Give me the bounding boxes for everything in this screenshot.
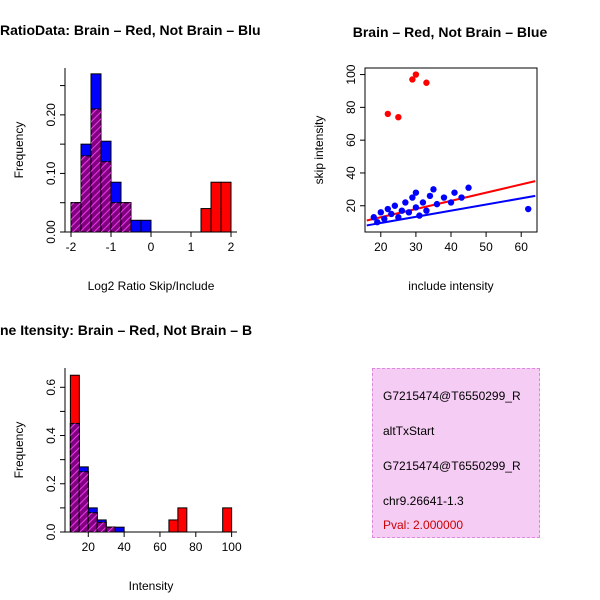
svg-text:include intensity: include intensity	[408, 279, 493, 293]
svg-text:-2: -2	[66, 240, 77, 254]
svg-text:60: 60	[515, 240, 529, 254]
info-box: G7215474@T6550299_R altTxStart G7215474@…	[372, 368, 540, 538]
svg-text:Log2 Ratio Skip/Include: Log2 Ratio Skip/Include	[88, 279, 215, 293]
svg-text:0.20: 0.20	[44, 103, 58, 127]
svg-text:80: 80	[344, 100, 358, 114]
ratio-histogram-title: RatioData: Brain – Red, Not Brain – Blu	[0, 22, 261, 38]
svg-text:50: 50	[479, 240, 493, 254]
svg-text:0.6: 0.6	[44, 379, 58, 396]
svg-text:20: 20	[374, 240, 388, 254]
chromosome-location-line: chr9.26641-1.3	[383, 494, 464, 508]
ratio-histogram-plot: -2 -1 0 1 2 0.00 0.10 0.20 Log2 Ratio Skip/Inclu…	[12, 68, 237, 293]
svg-text:-1: -1	[106, 240, 117, 254]
panel-ratio-histogram: RatioData: Brain – Red, Not Brain – Blu …	[0, 0, 300, 300]
svg-text:60: 60	[153, 540, 167, 554]
pval-line: Pval: 2.000000	[383, 518, 464, 532]
svg-text:30: 30	[409, 240, 423, 254]
svg-text:80: 80	[189, 540, 203, 554]
intensity-scatter-plot: 20 30 40 50 60 20 40 60 80 100 include intensity sk…	[312, 64, 538, 293]
svg-text:0.00: 0.00	[44, 220, 58, 244]
svg-text:60: 60	[344, 133, 358, 147]
svg-text:1: 1	[188, 240, 195, 254]
svg-text:skip intensity: skip intensity	[312, 116, 326, 185]
svg-text:100: 100	[344, 64, 358, 84]
svg-text:40: 40	[444, 240, 458, 254]
svg-text:20: 20	[82, 540, 96, 554]
scatter-title: Brain – Red, Not Brain – Blue	[352, 24, 548, 40]
intensity-histogram-plot: 20 40 60 80 100 0.0 0.2 0.4 0.6 Intensity Frequenc…	[12, 368, 242, 593]
probe-id-line-2: G7215474@T6550299_R	[383, 459, 521, 473]
svg-text:Frequency: Frequency	[12, 422, 26, 479]
panel-intensity-scatter: Brain – Red, Not Brain – Blue 20 30 40 50 60…	[300, 0, 600, 300]
event-type-line: altTxStart	[383, 424, 435, 438]
svg-text:40: 40	[344, 166, 358, 180]
svg-text:100: 100	[222, 540, 242, 554]
svg-text:0.0: 0.0	[44, 523, 58, 540]
svg-text:0: 0	[148, 240, 155, 254]
svg-text:Intensity: Intensity	[129, 579, 174, 593]
probe-id-line: G7215474@T6550299_R	[383, 389, 521, 403]
svg-text:Frequency: Frequency	[12, 122, 26, 179]
svg-text:0.10: 0.10	[44, 161, 58, 185]
svg-text:20: 20	[344, 199, 358, 213]
svg-text:0.4: 0.4	[44, 427, 58, 444]
panel-info: G7215474@T6550299_R altTxStart G7215474@…	[300, 300, 600, 600]
intensity-histogram-title: ne Itensity: Brain – Red, Not Brain – B	[0, 322, 253, 338]
svg-text:0.2: 0.2	[44, 475, 58, 492]
panel-intensity-histogram: ne Itensity: Brain – Red, Not Brain – B …	[0, 300, 300, 600]
svg-text:40: 40	[117, 540, 131, 554]
svg-text:2: 2	[228, 240, 235, 254]
